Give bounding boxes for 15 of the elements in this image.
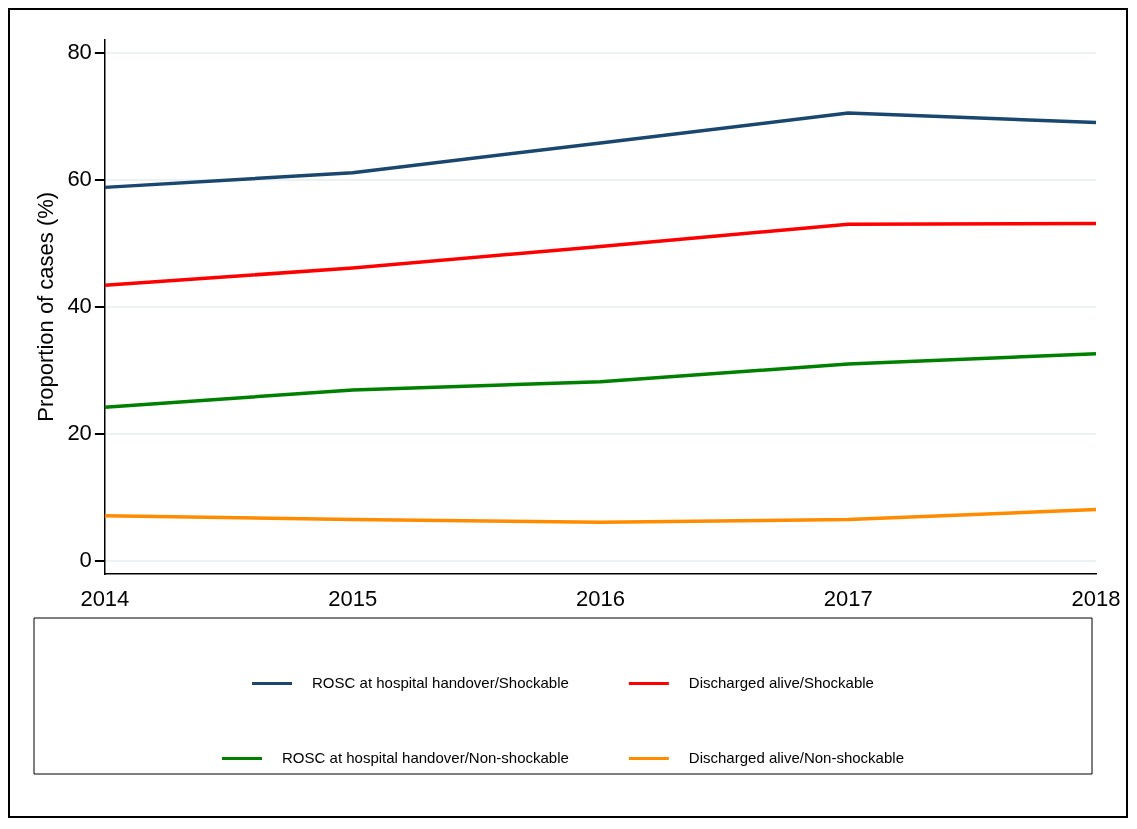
x-tick-label: 2018: [1071, 585, 1121, 611]
legend-label: Discharged alive/Non-shockable: [676, 748, 904, 766]
y-tick-label: 40: [67, 292, 92, 318]
x-tick-label: 2016: [575, 585, 625, 611]
y-tick-label: 80: [67, 38, 92, 64]
y-axis-title: Proportion of cases (%): [33, 191, 59, 422]
y-tick-label: 60: [67, 165, 92, 191]
legend-label: ROSC at hospital handover/Non-shockable: [269, 748, 569, 766]
x-tick-label: 2015: [328, 585, 378, 611]
x-tick-label: 2017: [823, 585, 873, 611]
legend-label: Discharged alive/Shockable: [676, 673, 874, 691]
y-tick-label: 0: [79, 546, 92, 572]
x-tick-label: 2014: [80, 585, 130, 611]
y-tick-label: 20: [67, 419, 92, 445]
legend-label: ROSC at hospital handover/Shockable: [299, 673, 569, 691]
